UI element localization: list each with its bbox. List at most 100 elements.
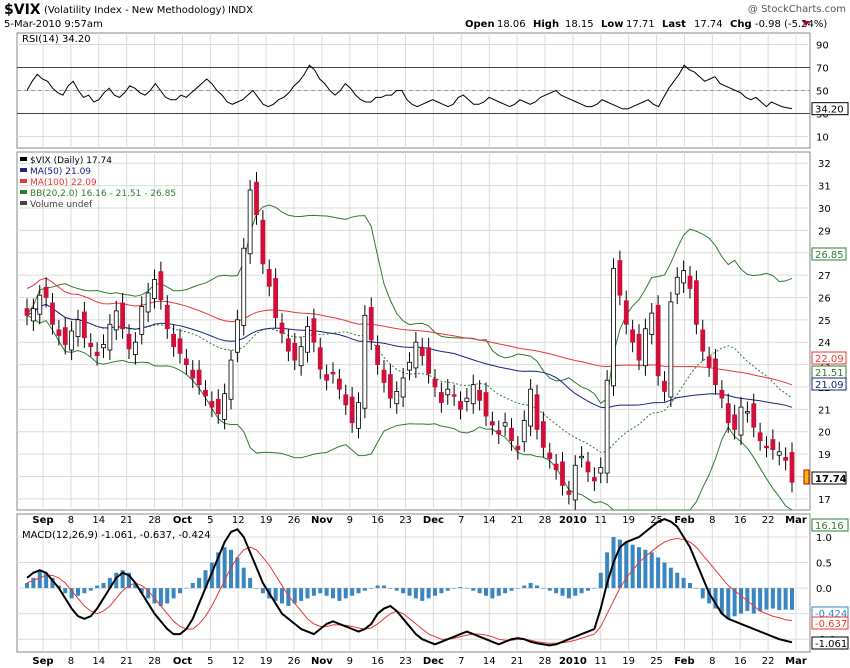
x-tick-label: 21 xyxy=(511,656,524,667)
candle-body xyxy=(69,330,75,351)
candle-body xyxy=(343,394,349,406)
ohlc-label-4: Chg xyxy=(730,19,752,30)
candle-body xyxy=(305,326,310,353)
candle-body xyxy=(203,389,208,397)
macd-line xyxy=(26,518,793,647)
candle-body xyxy=(585,461,591,473)
macd-last-value-tag xyxy=(811,518,849,532)
candle-body xyxy=(107,323,113,351)
candle-body xyxy=(611,267,616,387)
legend-swatch xyxy=(20,201,27,205)
candle-body xyxy=(362,314,368,409)
x-tick-label: 28 xyxy=(539,515,552,526)
candle-body xyxy=(349,396,355,424)
candle-body xyxy=(413,341,419,369)
macd-hist-bar xyxy=(579,588,584,594)
rsi-tick-label: 50 xyxy=(816,87,829,98)
macd-hist-bar xyxy=(229,549,233,589)
price-legend-4: Volume undef xyxy=(30,200,93,210)
candle-body xyxy=(528,388,534,427)
rsi-last-value-box xyxy=(811,102,849,116)
macd-hist-bar xyxy=(515,588,520,589)
x-tick-label: 8 xyxy=(709,656,715,667)
x-tick-label: 14 xyxy=(483,656,496,667)
macd-hist-bar xyxy=(25,583,29,589)
x-tick-label: 23 xyxy=(399,515,412,526)
macd-hist-bar xyxy=(375,585,380,589)
last-value-label: 21.51 xyxy=(815,368,844,379)
x-tick-label: Dec xyxy=(423,515,444,526)
candle-body xyxy=(509,427,514,442)
macd-hist-bar xyxy=(732,588,737,617)
candle-body xyxy=(502,422,508,427)
candle-body xyxy=(744,411,750,414)
macd-hist-bar xyxy=(649,552,654,589)
chg-down-icon xyxy=(802,21,810,26)
candle-body xyxy=(196,369,202,386)
candle-body xyxy=(368,307,374,341)
macd-hist-bar xyxy=(509,588,514,591)
candle-body xyxy=(381,369,387,383)
candle-body xyxy=(266,269,272,287)
x-tick-label: 11 xyxy=(594,656,607,667)
exchange: INDX xyxy=(228,5,253,16)
last-value-label: 26.85 xyxy=(815,250,844,261)
candle-body xyxy=(292,342,298,361)
macd-signal-line xyxy=(26,538,793,644)
candle-body xyxy=(534,394,540,430)
macd-hist-bar xyxy=(350,588,355,596)
macd-hist-bar xyxy=(382,585,386,589)
macd-hist-bar xyxy=(63,588,68,594)
macd-hist-bar xyxy=(426,588,431,599)
macd-hist-bar xyxy=(547,588,552,591)
x-tick-label: Oct xyxy=(173,656,192,667)
macd-hist-bar xyxy=(770,588,775,609)
price-tick-label: 24 xyxy=(818,338,831,349)
candle-body xyxy=(88,342,94,348)
macd-hist-bar xyxy=(535,585,539,589)
macd-hist-bar xyxy=(637,547,641,589)
candle-body xyxy=(738,406,744,436)
macd-hist-bar xyxy=(700,588,705,599)
last-value-label: 17.74 xyxy=(815,474,847,485)
candle-body xyxy=(113,310,119,331)
candle-body xyxy=(375,345,381,365)
x-tick-label: 19 xyxy=(622,656,635,667)
candle-body xyxy=(470,384,476,405)
candle-body xyxy=(62,327,68,345)
candle-body xyxy=(687,275,693,289)
macd-hist-bar xyxy=(751,588,756,614)
macd-hist-bar xyxy=(197,577,202,589)
candle-body xyxy=(260,219,266,265)
candle-body xyxy=(101,344,106,349)
candle-body xyxy=(139,305,145,335)
candle-body xyxy=(394,391,400,405)
price-tick-label: 26 xyxy=(818,293,831,304)
macd-hist-bar xyxy=(273,588,278,601)
macd-hist-bar xyxy=(82,588,87,594)
macd-hist-bar xyxy=(356,588,361,594)
candle-body xyxy=(215,398,221,415)
candle-body xyxy=(719,389,725,399)
candle-body xyxy=(298,346,304,367)
candle-body xyxy=(604,379,610,474)
legend-swatch xyxy=(20,157,27,161)
ohlc-label-0: Open xyxy=(465,19,495,30)
rsi-tick-label: 90 xyxy=(816,41,829,52)
macd-last-value-tag xyxy=(811,616,849,630)
macd-hist-bar xyxy=(95,585,100,589)
x-tick-label: Nov xyxy=(311,515,333,526)
macd-hist-bar xyxy=(388,588,393,589)
macd-hist-bar xyxy=(719,588,724,614)
ohlc-value-3: 17.74 xyxy=(694,19,723,30)
candle-body xyxy=(776,451,782,456)
ohlc-value-4: -0.98 (-5.24%) xyxy=(755,19,827,30)
candle-body xyxy=(209,401,215,408)
x-tick-label: 16 xyxy=(371,656,384,667)
macd-hist-bar xyxy=(783,588,788,610)
macd-hist-bar xyxy=(299,588,304,601)
x-tick-label: 14 xyxy=(483,515,496,526)
macd-hist-bar xyxy=(178,588,182,594)
macd-last-value-label: -1.061 xyxy=(815,639,847,650)
